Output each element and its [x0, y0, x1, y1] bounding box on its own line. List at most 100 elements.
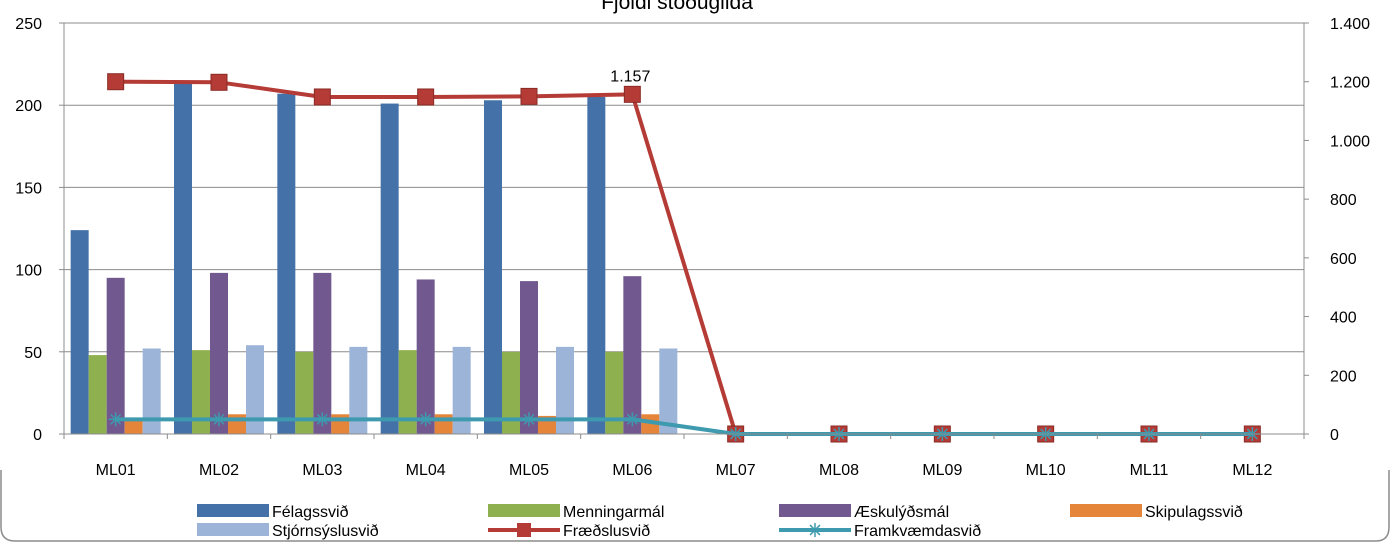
bar — [416, 279, 435, 434]
bar — [174, 82, 192, 435]
x-tick-label: ML08 — [819, 462, 859, 479]
y-right-tick-label: 0 — [1330, 427, 1339, 444]
square-marker — [210, 73, 228, 91]
bar — [124, 419, 143, 434]
legend-marker — [808, 523, 822, 537]
bar — [502, 351, 520, 434]
y-right-tick-label: 200 — [1330, 368, 1357, 385]
x-tick-label: ML07 — [716, 462, 756, 479]
star-marker-stroke — [110, 413, 122, 425]
bar — [556, 346, 574, 434]
star-marker-stroke — [809, 524, 821, 536]
star-marker-stroke — [420, 413, 432, 425]
x-tick-label: ML04 — [406, 462, 446, 479]
star-marker — [212, 412, 226, 427]
x-tick-label: ML12 — [1232, 462, 1272, 479]
legend-item: Félagssvið — [197, 504, 349, 521]
legend-label: Skipulagssvið — [1145, 504, 1243, 521]
bar — [228, 414, 246, 434]
bar — [313, 272, 332, 434]
bar — [659, 348, 678, 434]
legend-label: Stjórnsýslusvið — [272, 523, 379, 540]
legend-item: Fræðslusvið — [488, 523, 650, 540]
gridlines — [64, 22, 1304, 353]
legend-swatch — [197, 504, 269, 517]
legend-marker — [517, 523, 531, 537]
square-marker — [107, 73, 125, 91]
bar — [623, 276, 642, 434]
bar — [380, 103, 399, 434]
star-marker — [625, 412, 640, 427]
legend-item: Æskulýðsmál — [779, 504, 949, 521]
y-left-tick-label: 100 — [15, 263, 42, 280]
bar — [587, 96, 606, 434]
x-tick-label: ML02 — [199, 462, 239, 479]
legend-item: Stjórnsýslusvið — [197, 523, 379, 540]
legend-label: Fræðslusvið — [563, 523, 650, 540]
y-left-tick-label: 250 — [15, 16, 42, 33]
star-marker — [108, 412, 123, 427]
bar — [605, 351, 624, 434]
annotations: 1.157 — [610, 68, 650, 85]
star-marker-stroke — [213, 413, 225, 425]
axes: 0 50 100 150 200 250 0 200 400 600 800 1.000 1.200 1.… — [15, 16, 1370, 479]
square-marker — [520, 87, 538, 105]
y-right-tick-label: 800 — [1330, 192, 1357, 209]
square-marker — [313, 88, 331, 106]
star-marker-stroke — [523, 413, 535, 425]
y-right-tick-label: 1.000 — [1330, 133, 1370, 150]
bar — [70, 230, 89, 434]
x-tick-label: ML11 — [1130, 462, 1169, 479]
star-marker — [418, 412, 433, 427]
bar — [349, 346, 368, 434]
legend-swatch — [197, 523, 269, 536]
bar — [331, 414, 350, 434]
legend: Félagssvið Menningarmál Æskulýðsmál Skipula… — [197, 504, 1243, 540]
star-marker-stroke — [626, 413, 638, 425]
bar — [106, 277, 125, 434]
y-right-tick-label: 600 — [1330, 251, 1357, 268]
bar — [398, 350, 417, 434]
y-right-tick-label: 1.400 — [1330, 16, 1370, 33]
legend-label: Æskulýðsmál — [854, 504, 949, 521]
legend-item: Framkvæmdasvið — [779, 523, 981, 540]
bar — [142, 348, 161, 434]
x-tick-label: ML06 — [612, 462, 652, 479]
legend-swatch — [488, 504, 560, 517]
bar — [88, 355, 107, 434]
square-marker — [417, 88, 435, 106]
bar — [277, 93, 296, 434]
bar-series — [70, 82, 678, 435]
star-marker-stroke — [316, 413, 328, 425]
bar — [484, 100, 502, 434]
star-marker — [522, 412, 536, 427]
square-marker — [623, 85, 641, 103]
chart-title: Fjöldi stöðugilda — [601, 0, 753, 14]
bar — [246, 345, 264, 434]
chart-border — [0, 470, 1390, 542]
bar — [434, 414, 453, 434]
x-tick-label: ML05 — [509, 462, 549, 479]
data-label: 1.157 — [610, 68, 650, 85]
bar — [210, 272, 228, 434]
x-tick-label: ML03 — [302, 462, 342, 479]
legend-label: Framkvæmdasvið — [854, 523, 981, 540]
bar — [295, 351, 314, 434]
legend-label: Menningarmál — [563, 504, 664, 521]
legend-swatch — [1070, 504, 1142, 517]
x-tick-label: ML09 — [922, 462, 962, 479]
x-tick-label: ML01 — [96, 462, 136, 479]
legend-item: Menningarmál — [488, 504, 664, 521]
star-marker — [315, 412, 330, 427]
y-right-tick-label: 400 — [1330, 310, 1357, 327]
y-left-tick-label: 0 — [33, 427, 42, 444]
legend-swatch — [779, 504, 851, 517]
bar — [452, 346, 471, 434]
y-left-tick-label: 50 — [24, 345, 42, 362]
legend-item: Skipulagssvið — [1070, 504, 1243, 521]
legend-label: Félagssvið — [272, 504, 349, 521]
x-tick-label: ML10 — [1026, 462, 1066, 479]
y-left-tick-label: 150 — [15, 180, 42, 197]
